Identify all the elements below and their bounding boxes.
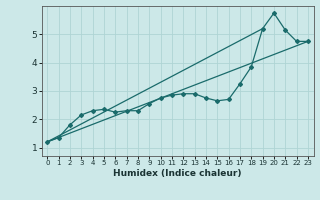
X-axis label: Humidex (Indice chaleur): Humidex (Indice chaleur)	[113, 169, 242, 178]
